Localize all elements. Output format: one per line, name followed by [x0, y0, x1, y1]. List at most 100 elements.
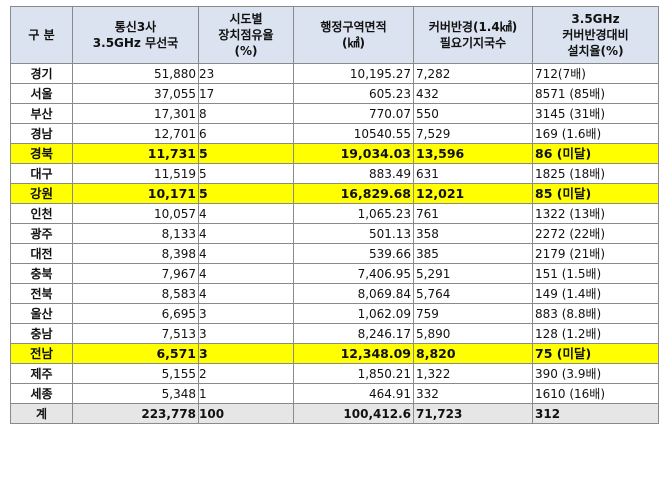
cell-share: 5: [198, 163, 294, 184]
table-row: 광주 8,133 4 501.13 358 2272 (22배): [10, 223, 659, 244]
cell-share: 4: [198, 263, 294, 284]
header-ratio: 3.5GHz 커버반경대비 설치율(%): [532, 6, 659, 64]
table-row: 부산 17,301 8 770.07 550 3145 (31배): [10, 103, 659, 124]
cell-required: 7,529: [413, 123, 533, 144]
cell-region: 대전: [10, 243, 73, 264]
table-row: 서울 37,055 17 605.23 432 8571 (85배): [10, 83, 659, 104]
table-row: 대구 11,519 5 883.49 631 1825 (18배): [10, 163, 659, 184]
cell-region: 광주: [10, 223, 73, 244]
cell-required: 550: [413, 103, 533, 124]
cell-area: 883.49: [293, 163, 414, 184]
table-row: 인천 10,057 4 1,065.23 761 1322 (13배): [10, 203, 659, 224]
cell-share: 1: [198, 383, 294, 404]
cell-area: 8,246.17: [293, 323, 414, 344]
table-container: 구 분 통신3사 3.5GHz 무선국 시도별 장치점유율 (%) 행정구역면적…: [10, 6, 659, 424]
cell-area: 1,065.23: [293, 203, 414, 224]
cell-required: 631: [413, 163, 533, 184]
cell-area: 12,348.09: [293, 343, 414, 364]
cell-required: 13,596: [413, 143, 533, 164]
cell-required: 1,322: [413, 363, 533, 384]
total-region: 계: [10, 403, 73, 424]
cell-region: 경남: [10, 123, 73, 144]
cell-region: 대구: [10, 163, 73, 184]
header-required: 커버반경(1.4㎢) 필요기지국수: [413, 6, 533, 64]
cell-region: 경기: [10, 63, 73, 84]
cell-required: 5,291: [413, 263, 533, 284]
header-area-line-1: 행정구역면적: [320, 20, 387, 34]
cell-stations: 17,301: [72, 103, 199, 124]
cell-ratio: 149 (1.4배): [532, 283, 659, 304]
cell-area: 10540.55: [293, 123, 414, 144]
table-row: 전남 6,571 3 12,348.09 8,820 75 (미달): [10, 343, 659, 364]
cell-ratio: 128 (1.2배): [532, 323, 659, 344]
cell-area: 770.07: [293, 103, 414, 124]
table-row: 경북 11,731 5 19,034.03 13,596 86 (미달): [10, 143, 659, 164]
radio-station-table: 구 분 통신3사 3.5GHz 무선국 시도별 장치점유율 (%) 행정구역면적…: [10, 6, 659, 424]
cell-stations: 7,967: [72, 263, 199, 284]
cell-required: 5,764: [413, 283, 533, 304]
cell-share: 2: [198, 363, 294, 384]
header-share-line-2: 장치점유율: [218, 28, 274, 42]
cell-stations: 8,398: [72, 243, 199, 264]
cell-region: 부산: [10, 103, 73, 124]
table-row: 강원 10,171 5 16,829.68 12,021 85 (미달): [10, 183, 659, 204]
cell-region: 강원: [10, 183, 73, 204]
cell-area: 501.13: [293, 223, 414, 244]
cell-stations: 37,055: [72, 83, 199, 104]
cell-ratio: 3145 (31배): [532, 103, 659, 124]
cell-stations: 11,519: [72, 163, 199, 184]
header-row: 구 분 통신3사 3.5GHz 무선국 시도별 장치점유율 (%) 행정구역면적…: [10, 6, 659, 64]
header-ratio-line-1: 3.5GHz: [571, 12, 620, 26]
cell-region: 세종: [10, 383, 73, 404]
cell-region: 경북: [10, 143, 73, 164]
cell-ratio: 75 (미달): [532, 343, 659, 364]
cell-region: 울산: [10, 303, 73, 324]
cell-area: 605.23: [293, 83, 414, 104]
header-stations-line-2: 3.5GHz 무선국: [92, 36, 179, 50]
cell-required: 759: [413, 303, 533, 324]
table-row: 충남 7,513 3 8,246.17 5,890 128 (1.2배): [10, 323, 659, 344]
cell-region: 인천: [10, 203, 73, 224]
cell-ratio: 8571 (85배): [532, 83, 659, 104]
cell-stations: 12,701: [72, 123, 199, 144]
cell-region: 서울: [10, 83, 73, 104]
cell-stations: 10,057: [72, 203, 199, 224]
cell-share: 5: [198, 143, 294, 164]
total-stations: 223,778: [72, 403, 199, 424]
cell-region: 충북: [10, 263, 73, 284]
header-ratio-line-3: 설치율(%): [567, 44, 624, 58]
cell-stations: 8,583: [72, 283, 199, 304]
cell-required: 8,820: [413, 343, 533, 364]
header-required-line-2: 필요기지국수: [439, 36, 507, 50]
header-stations-line-1: 통신3사: [114, 20, 157, 34]
cell-share: 3: [198, 303, 294, 324]
table-row: 충북 7,967 4 7,406.95 5,291 151 (1.5배): [10, 263, 659, 284]
table-row: 제주 5,155 2 1,850.21 1,322 390 (3.9배): [10, 363, 659, 384]
cell-region: 제주: [10, 363, 73, 384]
cell-share: 6: [198, 123, 294, 144]
cell-required: 7,282: [413, 63, 533, 84]
cell-stations: 5,155: [72, 363, 199, 384]
total-required: 71,723: [413, 403, 533, 424]
cell-ratio: 2179 (21배): [532, 243, 659, 264]
cell-share: 8: [198, 103, 294, 124]
header-share: 시도별 장치점유율 (%): [198, 6, 294, 64]
cell-stations: 6,695: [72, 303, 199, 324]
cell-share: 17: [198, 83, 294, 104]
cell-ratio: 2272 (22배): [532, 223, 659, 244]
header-share-line-1: 시도별: [229, 12, 263, 26]
cell-share: 4: [198, 283, 294, 304]
total-area: 100,412.6: [293, 403, 414, 424]
cell-ratio: 86 (미달): [532, 143, 659, 164]
cell-share: 3: [198, 343, 294, 364]
header-region: 구 분: [10, 6, 73, 64]
total-share: 100: [198, 403, 294, 424]
cell-ratio: 1322 (13배): [532, 203, 659, 224]
cell-region: 전북: [10, 283, 73, 304]
table-row: 전북 8,583 4 8,069.84 5,764 149 (1.4배): [10, 283, 659, 304]
total-row: 계 223,778 100 100,412.6 71,723 312: [10, 403, 659, 424]
header-share-line-3: (%): [234, 44, 258, 58]
cell-stations: 10,171: [72, 183, 199, 204]
cell-area: 10,195.27: [293, 63, 414, 84]
header-area-line-2: (㎢): [342, 36, 365, 50]
